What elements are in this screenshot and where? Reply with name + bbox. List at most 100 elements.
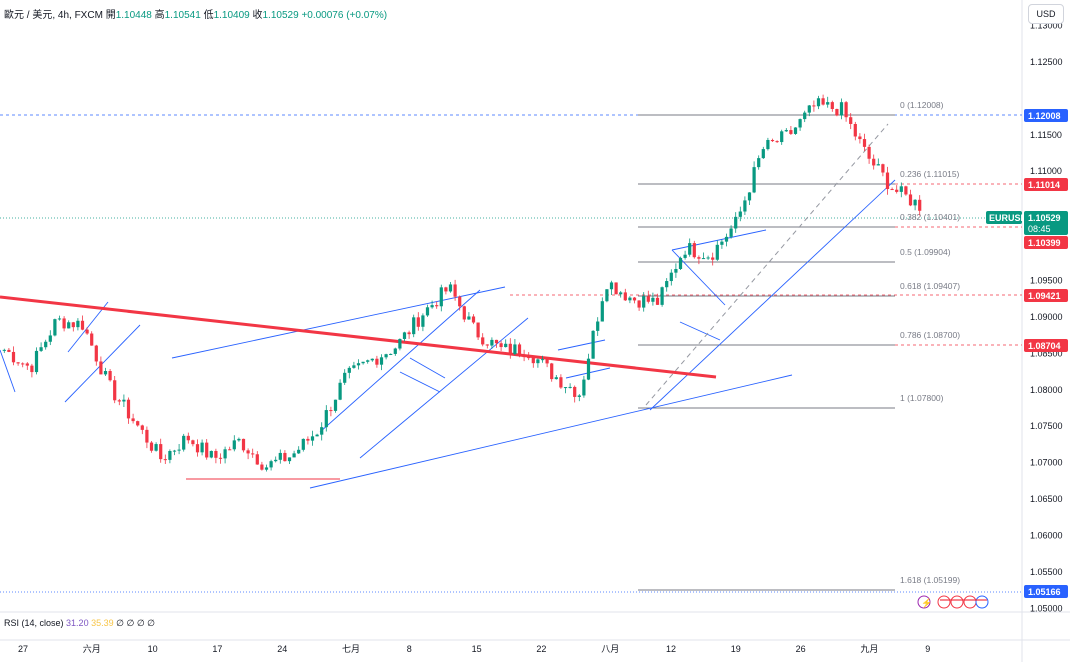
candle-body <box>858 136 862 140</box>
candle-body <box>149 442 154 451</box>
candle-body <box>637 300 641 308</box>
candle-body <box>913 199 917 206</box>
change-value: +0.00076 (+0.07%) <box>301 10 388 21</box>
candle-body <box>103 371 108 375</box>
candle-body <box>784 130 788 132</box>
candle-body <box>835 108 839 116</box>
open-value: 1.10448 <box>115 10 152 21</box>
candle-body <box>402 332 407 339</box>
candle-body <box>844 102 848 118</box>
candle-body <box>246 450 250 454</box>
candle-body <box>177 449 181 451</box>
candle-body <box>435 305 439 307</box>
candle-body <box>573 386 577 397</box>
candle-body <box>540 359 545 361</box>
candle-body <box>251 453 255 455</box>
fib-label-1: 1 (1.07800) <box>900 393 944 403</box>
time-tick: 七月 <box>342 644 360 654</box>
candle-body <box>660 287 664 305</box>
candle-body <box>416 317 420 327</box>
fib-label-0236: 0.236 (1.11015) <box>900 169 960 179</box>
candle-body <box>743 200 747 212</box>
candle-body <box>683 254 687 258</box>
price-tick: 1.05500 <box>1030 567 1063 577</box>
candle-body <box>352 365 356 368</box>
candle-body <box>292 453 296 458</box>
candle-body <box>53 319 57 336</box>
candle-body <box>301 438 305 450</box>
candle-body <box>205 442 209 458</box>
candle-body <box>476 322 480 338</box>
candle-body <box>655 297 660 305</box>
candle-body <box>899 186 903 192</box>
candle-body <box>780 131 784 143</box>
event-icons: ⚡ <box>917 595 989 609</box>
candle-body <box>582 379 586 396</box>
symbol-header: 歐元 / 美元, 4h, FXCM 開1.10448 高1.10541 低1.1… <box>4 10 388 21</box>
candle-body <box>425 307 430 316</box>
price-label-0786: 1.08704 <box>1024 339 1068 352</box>
candle-body <box>766 139 770 150</box>
candle-body <box>172 450 177 452</box>
candle-body <box>669 272 673 282</box>
candle-body <box>807 105 811 113</box>
candle-body <box>600 301 604 322</box>
time-tick: 19 <box>731 644 741 654</box>
svg-text:1.10529: 1.10529 <box>1028 213 1061 223</box>
candle-body <box>30 365 34 373</box>
time-tick: 9 <box>925 644 930 654</box>
candle-body <box>338 382 342 400</box>
candle-body <box>628 297 632 301</box>
rsi-ma-value: 35.39 <box>91 618 114 628</box>
candle-body <box>25 363 29 366</box>
candle-body <box>439 287 443 307</box>
candle-body <box>214 450 218 458</box>
candle-body <box>320 427 324 435</box>
candle-body <box>646 296 650 302</box>
candle-body <box>853 123 857 137</box>
candle-body <box>872 158 876 166</box>
candle-body <box>688 243 692 255</box>
candle-body <box>490 339 494 346</box>
candle-body <box>136 421 140 426</box>
candle-body <box>715 244 719 260</box>
candle-body <box>333 399 338 411</box>
candle-body <box>761 149 765 159</box>
candle-body <box>701 258 706 260</box>
candle-body <box>2 349 6 351</box>
candle-body <box>71 322 75 328</box>
candle-body <box>453 284 457 297</box>
candle-body <box>361 361 365 364</box>
price-tick: 1.09500 <box>1030 276 1063 286</box>
candle-body <box>57 318 62 320</box>
candle-body <box>508 343 512 355</box>
candle-body <box>692 243 696 258</box>
candle-body <box>356 363 361 366</box>
currency-button[interactable]: USD <box>1028 4 1064 24</box>
candle-body <box>255 454 259 465</box>
candle-body <box>494 339 499 344</box>
channel-lines <box>0 179 896 489</box>
high-value: 1.10541 <box>164 10 201 21</box>
candle-body <box>545 359 549 364</box>
rsi-settings-icons[interactable]: ∅ ∅ ∅ ∅ <box>116 618 156 628</box>
candle-body <box>890 189 894 191</box>
candle-body <box>591 330 595 359</box>
candle-body <box>747 192 752 201</box>
candle-body <box>343 372 347 383</box>
candle-body <box>605 289 609 302</box>
candle-body <box>329 410 333 412</box>
candle-body <box>674 269 678 273</box>
svg-text:1.09421: 1.09421 <box>1028 291 1061 301</box>
svg-text:1.05166: 1.05166 <box>1028 587 1061 597</box>
candle-body <box>513 344 517 355</box>
candle-body <box>462 306 466 320</box>
candle-body <box>471 316 476 323</box>
price-tick: 1.07000 <box>1030 458 1063 468</box>
candle-body <box>550 363 554 380</box>
candle-body <box>467 316 471 320</box>
candle-body <box>209 450 213 458</box>
candle-body <box>586 358 591 380</box>
candle-body <box>310 436 315 441</box>
